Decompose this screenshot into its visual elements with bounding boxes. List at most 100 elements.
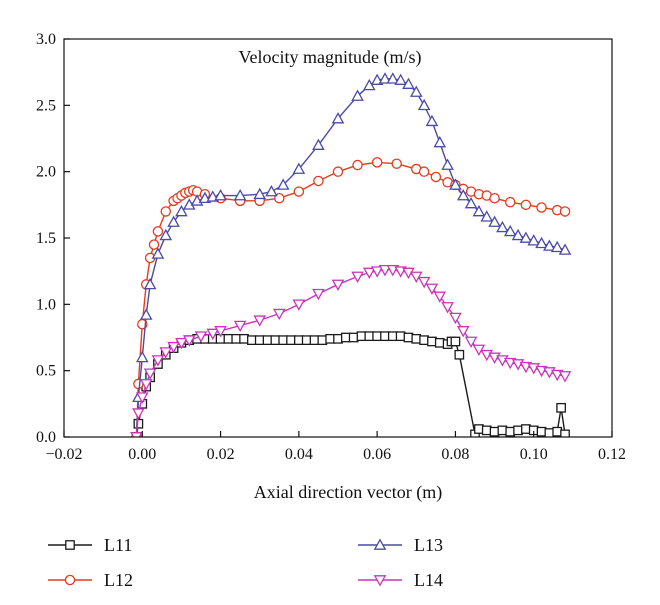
- data-point: [356, 331, 367, 342]
- data-point: [276, 178, 290, 190]
- data-point: [474, 424, 484, 434]
- x-tick-label: 0.00: [128, 446, 156, 463]
- data-point: [378, 72, 392, 84]
- series-l11: [131, 331, 570, 437]
- data-point: [505, 426, 516, 437]
- data-point: [536, 202, 547, 213]
- data-point: [247, 335, 257, 346]
- legend-marker: [373, 538, 387, 550]
- data-point: [454, 349, 465, 360]
- data-point: [309, 335, 320, 346]
- data-point: [139, 379, 153, 391]
- data-point: [372, 331, 382, 342]
- data-point: [262, 335, 273, 346]
- legend: L11 L12 L13 L14: [48, 535, 443, 590]
- data-point: [378, 264, 392, 277]
- data-point: [175, 204, 188, 217]
- data-point: [395, 331, 406, 342]
- data-point: [340, 332, 351, 343]
- data-point: [464, 336, 478, 349]
- data-point: [433, 291, 447, 303]
- data-point: [536, 426, 547, 437]
- data-point: [520, 199, 532, 211]
- data-point: [132, 408, 145, 420]
- data-point: [391, 158, 402, 169]
- data-point: [521, 424, 531, 434]
- data-point: [270, 335, 281, 346]
- data-point: [223, 333, 234, 344]
- data-point: [489, 192, 500, 204]
- data-point: [371, 157, 383, 168]
- data-point: [139, 308, 153, 320]
- x-tick-label: 0.02: [207, 446, 235, 463]
- data-point: [152, 226, 164, 237]
- data-point: [301, 335, 312, 346]
- data-point: [272, 308, 286, 321]
- data-point: [394, 73, 407, 85]
- data-point: [380, 331, 390, 342]
- data-point: [292, 299, 306, 311]
- legend-marker: [65, 540, 75, 550]
- data-point: [214, 189, 227, 201]
- data-point: [317, 335, 328, 346]
- series-layer: [130, 72, 572, 437]
- legend-item-l11: L11: [48, 535, 132, 555]
- data-point: [151, 247, 165, 259]
- data-point: [364, 331, 375, 342]
- y-tick-label: 0.5: [36, 363, 56, 380]
- x-tick-label: 0.08: [441, 446, 469, 463]
- x-tick-label: −0.02: [45, 446, 82, 463]
- data-point: [253, 315, 267, 327]
- data-point: [430, 171, 442, 183]
- data-point: [417, 276, 431, 289]
- legend-label: L12: [104, 570, 133, 590]
- legend-marker: [64, 574, 76, 586]
- data-point: [135, 392, 149, 404]
- data-point: [552, 426, 563, 437]
- data-point: [544, 428, 555, 437]
- data-point: [167, 341, 180, 354]
- data-point: [293, 186, 305, 197]
- legend-item-l14: L14: [358, 570, 443, 590]
- data-point: [411, 333, 422, 344]
- chart-title: Velocity magnitude (m/s): [239, 47, 422, 68]
- data-point: [351, 271, 364, 284]
- x-tick-label: 0.04: [285, 446, 313, 463]
- data-point: [425, 283, 439, 295]
- data-point: [449, 312, 462, 325]
- data-point: [239, 333, 249, 344]
- data-point: [313, 175, 324, 187]
- data-point: [253, 187, 267, 200]
- series-line-l11: [135, 335, 566, 437]
- data-point: [351, 89, 364, 101]
- legend-label: L14: [414, 570, 443, 590]
- data-point: [481, 425, 492, 436]
- data-point: [175, 337, 188, 350]
- data-point: [143, 277, 157, 290]
- legend-item-l12: L12: [48, 570, 133, 590]
- data-point: [425, 114, 439, 127]
- data-point: [441, 302, 454, 314]
- series-line-l14: [135, 269, 566, 437]
- data-point: [556, 402, 566, 413]
- data-point: [456, 189, 470, 201]
- data-point: [333, 333, 343, 344]
- legend-marker: [373, 575, 387, 587]
- x-tick-label: 0.10: [520, 446, 548, 463]
- data-point: [143, 368, 157, 380]
- data-point: [488, 215, 501, 227]
- data-point: [560, 429, 570, 437]
- data-point: [550, 240, 564, 253]
- data-point: [527, 234, 541, 246]
- y-tick-label: 1.0: [36, 296, 56, 313]
- data-point: [167, 215, 180, 227]
- data-point: [182, 335, 196, 347]
- data-point: [254, 335, 265, 346]
- data-point: [331, 112, 345, 124]
- data-point: [489, 426, 500, 437]
- data-point: [148, 239, 160, 250]
- data-point: [312, 138, 325, 150]
- data-point: [325, 333, 336, 344]
